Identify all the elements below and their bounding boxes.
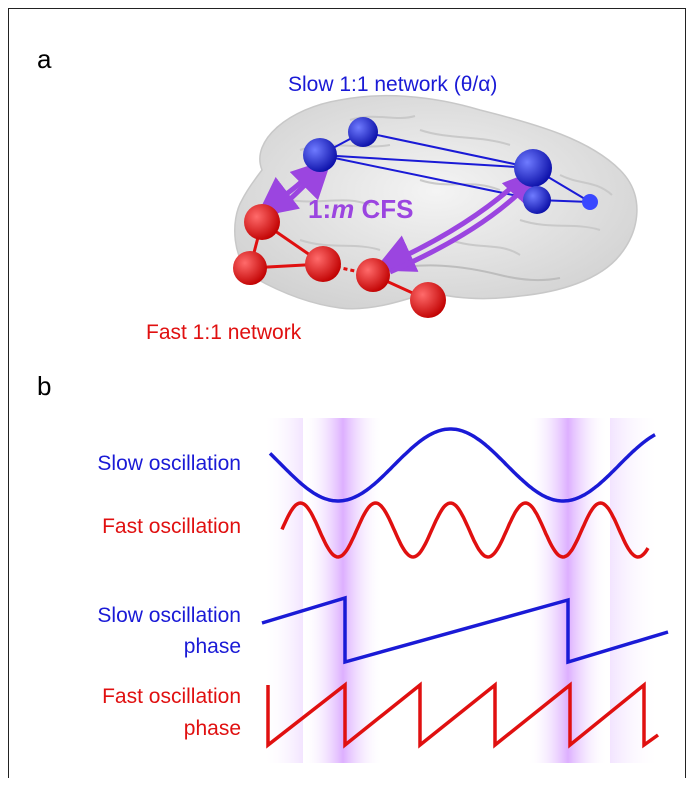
fast-phase-trace: [266, 681, 660, 749]
fast-oscillation-trace: [280, 501, 650, 559]
fast-network-label: Fast 1:1 network: [146, 321, 302, 344]
slow-phase-label-line2: phase: [183, 635, 241, 658]
fast-phase-label-line1: Fast oscillation: [102, 685, 241, 708]
fast-phase-label-line2: phase: [183, 717, 241, 740]
fast-oscillation-label: Fast oscillation: [102, 515, 241, 538]
slow-network-nodes: [303, 117, 598, 214]
slow-phase-trace: [261, 595, 669, 665]
phase-alignment-bands: [263, 418, 660, 763]
panel-b-label: b: [37, 371, 52, 401]
slow-oscillation-trace: [268, 427, 656, 503]
cfs-label: 1:m CFS: [308, 194, 414, 224]
figure-frame: [8, 8, 686, 778]
slow-phase-label-line1: Slow oscillation: [97, 604, 241, 627]
slow-oscillation-label: Slow oscillation: [97, 452, 241, 475]
slow-network-label: Slow 1:1 network (θ/α): [288, 73, 498, 96]
panel-a-label: a: [37, 44, 52, 74]
fast-network-nodes: [233, 204, 446, 318]
